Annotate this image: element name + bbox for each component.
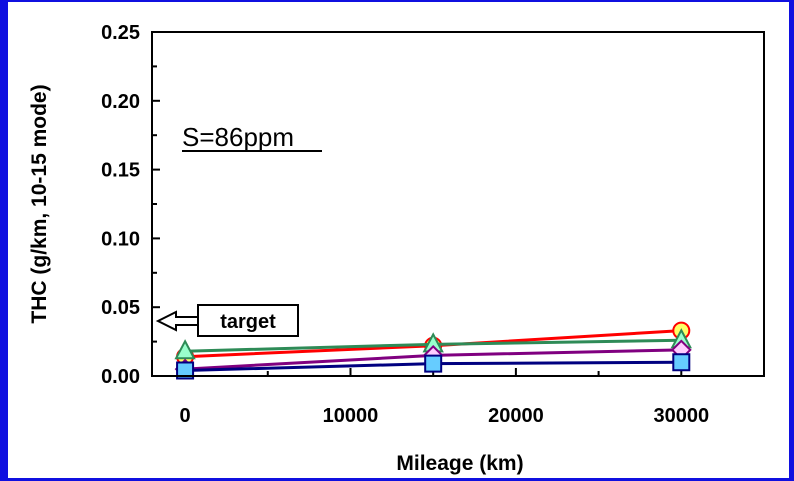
series-layer <box>174 321 692 380</box>
plot-panel <box>8 2 789 478</box>
annotation-text: S=86ppm <box>182 122 294 152</box>
target-label: target <box>220 311 276 333</box>
series-square <box>176 353 691 380</box>
y-tick-label: 0.25 <box>101 22 140 44</box>
data-point <box>174 339 196 360</box>
y-tick-label: 0.10 <box>101 228 140 250</box>
y-tick-label: 0.15 <box>101 160 140 182</box>
plot-frame <box>151 31 765 377</box>
target-arrow-icon <box>155 310 199 332</box>
y-tick-label: 0.20 <box>101 91 140 113</box>
y-tick-label: 0.05 <box>101 297 140 319</box>
y-tick-label: 0.00 <box>101 366 140 388</box>
data-point <box>424 354 443 373</box>
x-tick-label: 30000 <box>653 405 709 427</box>
target-box <box>197 304 299 337</box>
x-tick-label: 0 <box>180 405 191 427</box>
x-tick-label: 20000 <box>488 405 544 427</box>
x-axis-title: Mileage (km) <box>396 452 523 475</box>
x-tick-label: 10000 <box>323 405 379 427</box>
axis-tick-labels: 0.00 0.05 0.10 0.15 0.20 0.25 0 10000 20000 30000 <box>101 22 709 427</box>
target-callout: target <box>155 304 299 337</box>
data-point <box>176 361 195 380</box>
y-axis-title: THC (g/km, 10-15 mode) <box>28 84 51 323</box>
data-point <box>672 353 691 372</box>
